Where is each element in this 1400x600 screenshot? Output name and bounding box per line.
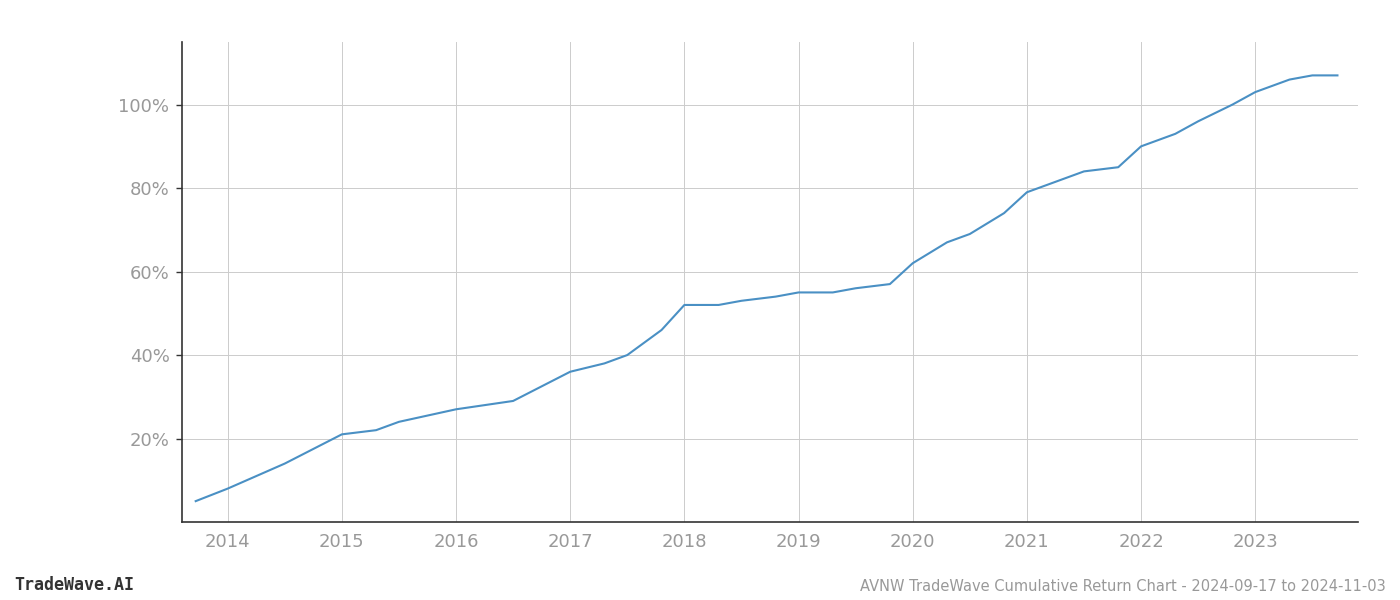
Text: AVNW TradeWave Cumulative Return Chart - 2024-09-17 to 2024-11-03: AVNW TradeWave Cumulative Return Chart -… (860, 579, 1386, 594)
Text: TradeWave.AI: TradeWave.AI (14, 576, 134, 594)
